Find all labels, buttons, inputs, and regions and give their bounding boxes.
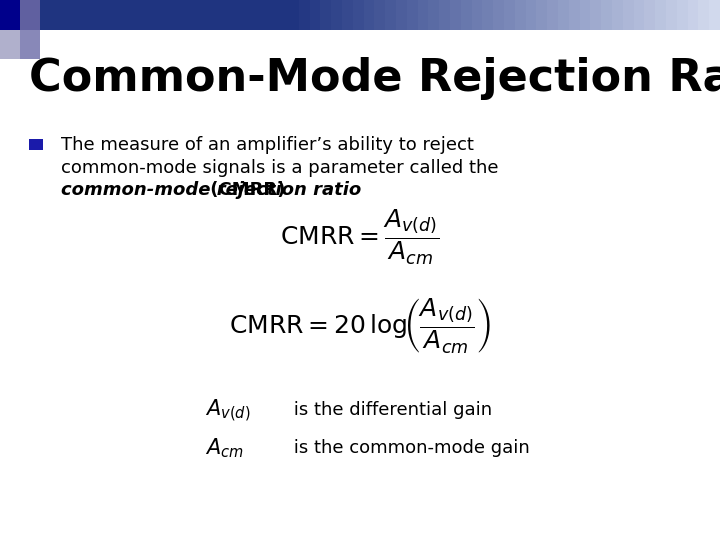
FancyBboxPatch shape xyxy=(515,0,526,30)
FancyBboxPatch shape xyxy=(342,0,354,30)
FancyBboxPatch shape xyxy=(558,0,570,30)
FancyBboxPatch shape xyxy=(472,0,483,30)
FancyBboxPatch shape xyxy=(407,0,418,30)
Text: $\mathrm{CMRR} = 20\,\mathrm{log}\!\left(\dfrac{A_{v(d)}}{A_{cm}}\right)$: $\mathrm{CMRR} = 20\,\mathrm{log}\!\left… xyxy=(229,297,491,356)
FancyBboxPatch shape xyxy=(493,0,505,30)
FancyBboxPatch shape xyxy=(590,0,602,30)
FancyBboxPatch shape xyxy=(450,0,462,30)
FancyBboxPatch shape xyxy=(331,0,343,30)
Text: common-mode signals is a parameter called the: common-mode signals is a parameter calle… xyxy=(61,159,499,177)
FancyBboxPatch shape xyxy=(29,139,43,150)
FancyBboxPatch shape xyxy=(374,0,386,30)
Text: is the common-mode gain: is the common-mode gain xyxy=(288,439,530,457)
FancyBboxPatch shape xyxy=(428,0,440,30)
Text: (CMRR): (CMRR) xyxy=(204,181,285,199)
FancyBboxPatch shape xyxy=(547,0,559,30)
FancyBboxPatch shape xyxy=(482,0,494,30)
FancyBboxPatch shape xyxy=(655,0,667,30)
FancyBboxPatch shape xyxy=(320,0,332,30)
FancyBboxPatch shape xyxy=(0,0,720,30)
FancyBboxPatch shape xyxy=(461,0,472,30)
FancyBboxPatch shape xyxy=(0,30,20,59)
FancyBboxPatch shape xyxy=(666,0,678,30)
FancyBboxPatch shape xyxy=(623,0,634,30)
Text: $\mathrm{CMRR} = \dfrac{A_{v(d)}}{A_{cm}}$: $\mathrm{CMRR} = \dfrac{A_{v(d)}}{A_{cm}… xyxy=(280,208,440,267)
Text: common-mode rejection ratio: common-mode rejection ratio xyxy=(61,181,361,199)
FancyBboxPatch shape xyxy=(526,0,537,30)
Text: is the differential gain: is the differential gain xyxy=(288,401,492,420)
FancyBboxPatch shape xyxy=(709,0,720,30)
FancyBboxPatch shape xyxy=(504,0,516,30)
Text: The measure of an amplifier’s ability to reject: The measure of an amplifier’s ability to… xyxy=(61,136,474,154)
FancyBboxPatch shape xyxy=(364,0,375,30)
Text: $A_{cm}$: $A_{cm}$ xyxy=(205,436,244,460)
FancyBboxPatch shape xyxy=(310,0,321,30)
FancyBboxPatch shape xyxy=(644,0,656,30)
FancyBboxPatch shape xyxy=(439,0,451,30)
FancyBboxPatch shape xyxy=(698,0,710,30)
FancyBboxPatch shape xyxy=(536,0,548,30)
FancyBboxPatch shape xyxy=(634,0,645,30)
FancyBboxPatch shape xyxy=(601,0,613,30)
FancyBboxPatch shape xyxy=(299,0,310,30)
FancyBboxPatch shape xyxy=(418,0,429,30)
FancyBboxPatch shape xyxy=(0,0,20,30)
FancyBboxPatch shape xyxy=(353,0,364,30)
FancyBboxPatch shape xyxy=(288,0,300,30)
FancyBboxPatch shape xyxy=(569,0,580,30)
FancyBboxPatch shape xyxy=(612,0,624,30)
FancyBboxPatch shape xyxy=(20,0,40,30)
FancyBboxPatch shape xyxy=(396,0,408,30)
Text: Common-Mode Rejection Ratio: Common-Mode Rejection Ratio xyxy=(29,57,720,100)
FancyBboxPatch shape xyxy=(580,0,591,30)
FancyBboxPatch shape xyxy=(688,0,699,30)
FancyBboxPatch shape xyxy=(20,30,40,59)
FancyBboxPatch shape xyxy=(385,0,397,30)
Text: $A_{v(d)}$: $A_{v(d)}$ xyxy=(205,397,251,424)
FancyBboxPatch shape xyxy=(677,0,688,30)
